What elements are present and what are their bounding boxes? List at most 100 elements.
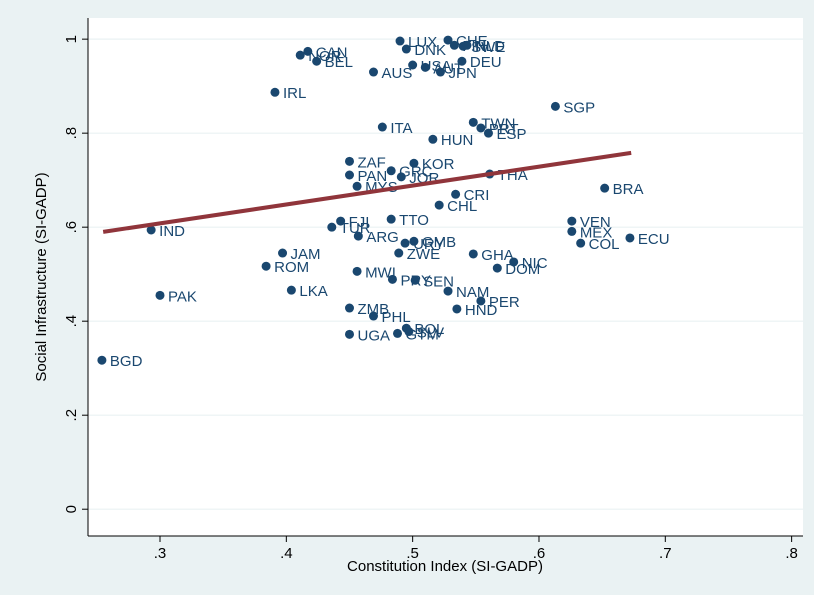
point: [278, 248, 288, 258]
point: [396, 172, 406, 182]
y-tick-label: .4: [63, 315, 80, 328]
point: [483, 128, 493, 138]
point-label: AUS: [381, 65, 412, 82]
x-tick-label: .3: [154, 545, 167, 562]
point: [146, 225, 156, 235]
point: [476, 296, 486, 306]
point: [386, 214, 396, 224]
point-label: BOL: [414, 321, 444, 338]
x-tick-label: .4: [280, 545, 293, 562]
point: [344, 170, 354, 180]
point-label: PHL: [381, 309, 410, 326]
y-axis-label: Social Infrastructure (SI-GADP): [33, 172, 50, 381]
point: [443, 286, 453, 296]
point-label: NIC: [522, 255, 548, 272]
point-label: DEU: [470, 54, 502, 71]
point-label: CAN: [316, 44, 348, 61]
point: [368, 311, 378, 321]
point-label: ESP: [496, 126, 526, 143]
point: [270, 87, 280, 97]
point-label: IND: [159, 223, 185, 240]
point-label: VEN: [580, 214, 611, 231]
plot-area: [88, 18, 803, 536]
point: [435, 67, 445, 77]
point: [401, 323, 411, 333]
point: [509, 257, 519, 267]
point: [312, 56, 322, 66]
point-label: SWE: [471, 39, 505, 56]
point: [352, 181, 362, 191]
point-label: ZAF: [357, 154, 385, 171]
point-label: ECU: [638, 231, 670, 248]
point: [394, 248, 404, 258]
point: [387, 274, 397, 284]
point: [395, 36, 405, 46]
point-label: CRI: [464, 187, 490, 204]
x-tick-label: .5: [406, 545, 419, 562]
point: [155, 290, 165, 300]
y-tick-label: .6: [63, 221, 80, 234]
point-label: PER: [489, 294, 520, 311]
point-label: BRA: [613, 181, 644, 198]
point-label: JAM: [291, 246, 321, 263]
point: [452, 304, 462, 314]
point-label: SLV: [417, 324, 444, 341]
point-label: MEX: [580, 224, 613, 241]
point-label: DOM: [505, 261, 540, 278]
point: [344, 156, 354, 166]
point: [410, 275, 420, 285]
point: [352, 266, 362, 276]
point: [400, 238, 410, 248]
point-label: GRC: [399, 164, 433, 181]
point: [600, 183, 610, 193]
x-tick-label: .6: [533, 545, 546, 562]
point-label: TUR: [340, 220, 371, 237]
y-tick-label: 0: [63, 505, 80, 513]
point-label: ZMB: [357, 301, 389, 318]
point: [451, 189, 461, 199]
point: [625, 233, 635, 243]
point-label: TTO: [399, 212, 429, 229]
point: [303, 46, 313, 56]
point: [420, 62, 430, 72]
point-label: HND: [465, 302, 498, 319]
point-label: BGD: [110, 353, 143, 370]
point-label: URY: [413, 236, 444, 253]
point-label: ZWE: [407, 246, 440, 263]
point-label: HUN: [441, 132, 474, 149]
x-tick-label: .7: [659, 545, 672, 562]
point-label: COL: [589, 236, 620, 253]
point-label: FJI: [349, 214, 370, 231]
point-label: CHL: [447, 198, 477, 215]
point-label: LUX: [408, 34, 437, 51]
point: [261, 261, 271, 271]
y-tick-label: .8: [63, 127, 80, 140]
point-label: GTM: [405, 326, 438, 343]
point-label: DNK: [414, 42, 446, 59]
point: [576, 238, 586, 248]
point-label: BEL: [325, 54, 353, 71]
fit-line: [102, 150, 632, 234]
point: [408, 60, 418, 70]
y-tick-label: 1: [63, 35, 80, 43]
point: [462, 40, 472, 50]
point-label: NLD: [475, 38, 505, 55]
point: [97, 355, 107, 365]
point: [443, 35, 453, 45]
point-label: IRL: [283, 85, 306, 102]
point-label: GMB: [422, 234, 456, 251]
point-label: UGA: [357, 327, 390, 344]
point-label: SGP: [563, 99, 595, 116]
point: [457, 56, 467, 66]
y-tick-label: .2: [63, 409, 80, 422]
point: [286, 285, 296, 295]
point-label: PAN: [357, 168, 387, 185]
point-label: ITA: [390, 120, 412, 137]
point: [386, 166, 396, 176]
point: [401, 44, 411, 54]
point-label: KOR: [422, 156, 455, 173]
x-axis-label: Constitution Index (SI-GADP): [347, 558, 543, 575]
point: [344, 303, 354, 313]
point-label: SEN: [423, 273, 454, 290]
